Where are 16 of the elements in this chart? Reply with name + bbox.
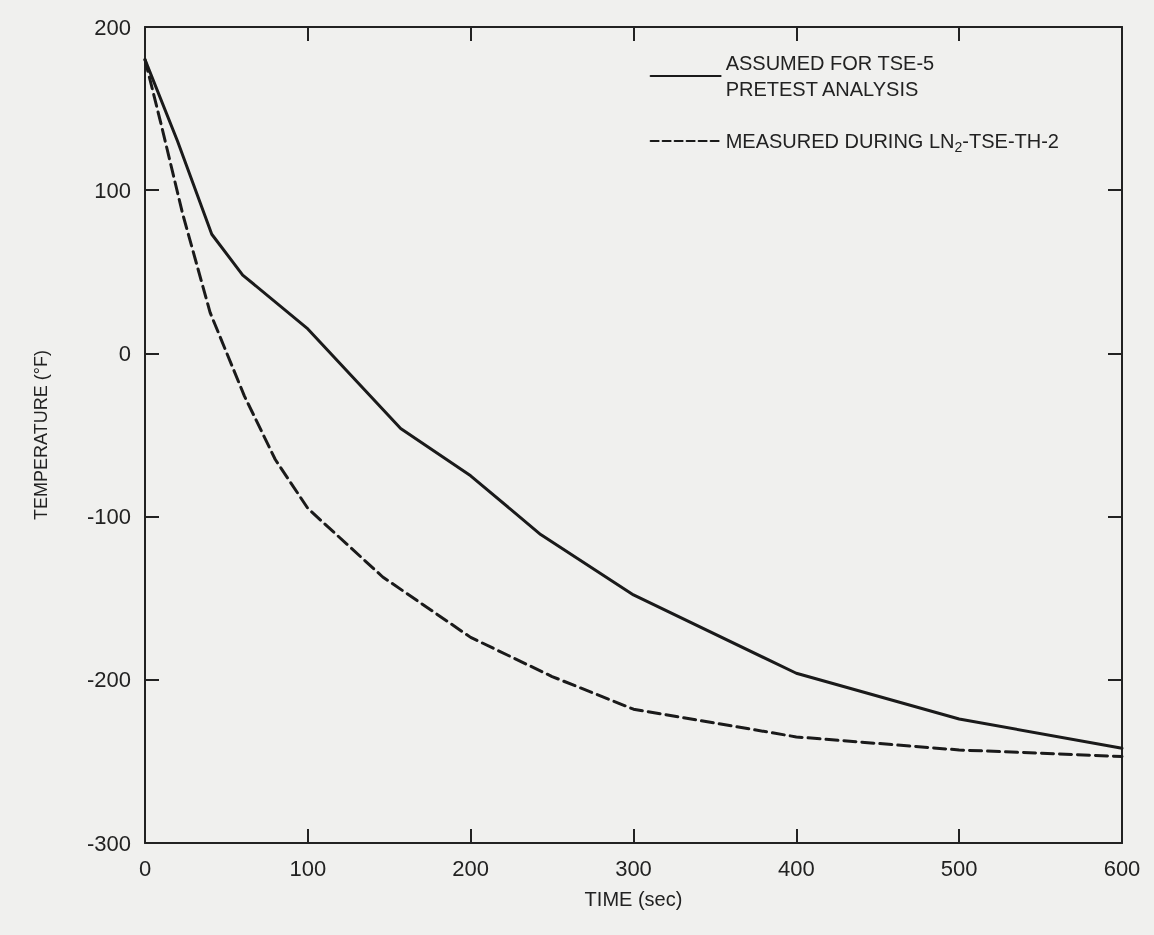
y-tick-label: 200 [94,14,131,40]
x-tick-label: 300 [615,855,652,881]
x-axis-title: TIME (sec) [584,888,683,910]
y-tick-label: -200 [86,667,131,693]
y-tick-label: -300 [86,830,131,856]
y-tick-label: -100 [86,504,131,530]
x-tick-label: 500 [940,855,978,881]
x-tick-label: 400 [777,855,815,881]
y-tick-label: 0 [118,340,131,366]
x-tick-label: 100 [289,855,327,881]
y-axis-title: TEMPERATURE (°F) [31,350,51,520]
legend-label: ASSUMED FOR TSE-5 PRETEST ANALYSIS [725,52,935,100]
x-tick-label: 0 [138,855,152,881]
y-tick-label: 100 [94,177,131,203]
x-tick-label: 600 [1103,855,1141,881]
x-tick-label: 200 [452,855,490,881]
